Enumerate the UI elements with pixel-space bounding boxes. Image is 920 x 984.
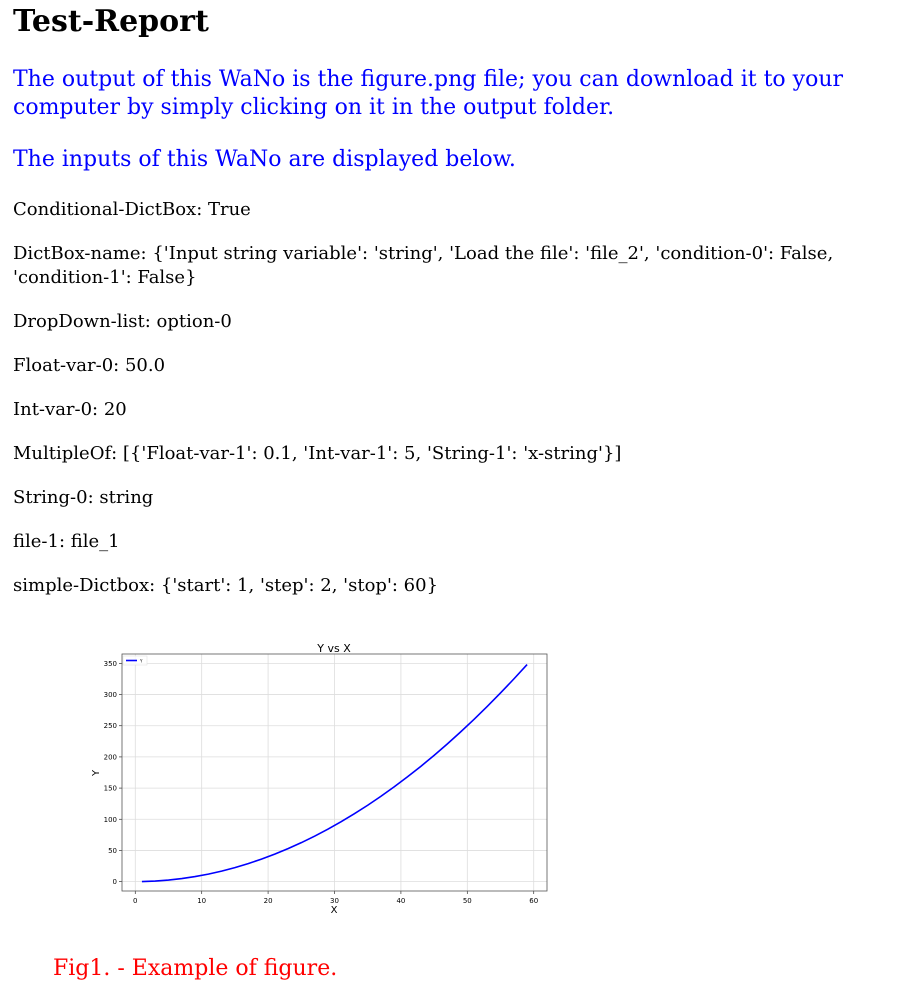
legend-label: Y — [139, 659, 143, 664]
page-title: Test-Report — [13, 4, 209, 39]
y-tick-label: 150 — [104, 785, 117, 793]
inputs-heading: The inputs of this WaNo are displayed be… — [13, 147, 516, 172]
chart-grid — [122, 654, 547, 891]
plot-area-frame — [121, 653, 548, 892]
x-tick-label: 20 — [264, 897, 273, 905]
intro-line-1: The output of this WaNo is the figure.pn… — [13, 67, 844, 92]
intro-paragraph: The output of this WaNo is the figure.pn… — [13, 66, 843, 122]
x-tick-label: 10 — [197, 897, 206, 905]
input-file-1: file-1: file_1 — [13, 531, 120, 552]
y-tick-label: 250 — [104, 722, 117, 730]
chart-ticks: 0 10 20 30 40 50 60 0 50 100 150 200 250 300 350 — [104, 660, 539, 905]
y-tick-label: 200 — [104, 753, 117, 761]
x-tick-label: 40 — [396, 897, 405, 905]
line-chart: Y vs X X Y 0 10 20 30 40 50 60 0 50 100 150 200 250 3… — [91, 642, 548, 916]
x-tick-label: 50 — [463, 897, 472, 905]
y-tick-label: 350 — [104, 660, 117, 668]
figure-caption: Fig1. - Example of figure. — [53, 956, 338, 981]
y-tick-label: 50 — [108, 847, 117, 855]
intro-line-2: computer by simply clicking on it in the… — [13, 95, 615, 120]
input-multiple-of: MultipleOf: [{'Float-var-1': 0.1, 'Int-v… — [13, 443, 622, 464]
y-tick-label: 100 — [104, 816, 117, 824]
x-tick-label: 60 — [529, 897, 538, 905]
input-simple-dictbox: simple-Dictbox: {'start': 1, 'step': 2, … — [13, 575, 439, 596]
x-tick-label: 0 — [133, 897, 137, 905]
series-line — [141, 663, 528, 883]
chart-title: Y vs X — [316, 642, 351, 655]
input-conditional-dictbox: Conditional-DictBox: True — [13, 199, 251, 220]
figure[interactable]: Y vs X X Y 0 10 20 30 40 50 60 0 50 100 150 200 250 3… — [88, 636, 558, 920]
input-dictbox-name-line-1: DictBox-name: {'Input string variable': … — [13, 243, 834, 264]
input-float-var-0: Float-var-0: 50.0 — [13, 355, 166, 376]
input-dictbox-name-line-2: 'condition-1': False} — [13, 267, 197, 288]
input-int-var-0: Int-var-0: 20 — [13, 399, 127, 420]
y-axis-label: Y — [91, 769, 102, 777]
x-tick-label: 30 — [330, 897, 339, 905]
chart-legend: Y — [122, 655, 148, 666]
x-axis-label: X — [331, 905, 338, 916]
y-tick-label: 0 — [113, 878, 117, 886]
y-tick-label: 300 — [104, 691, 117, 699]
chart-series — [141, 663, 528, 883]
input-string-0: String-0: string — [13, 487, 154, 508]
input-dropdown-list: DropDown-list: option-0 — [13, 311, 232, 332]
